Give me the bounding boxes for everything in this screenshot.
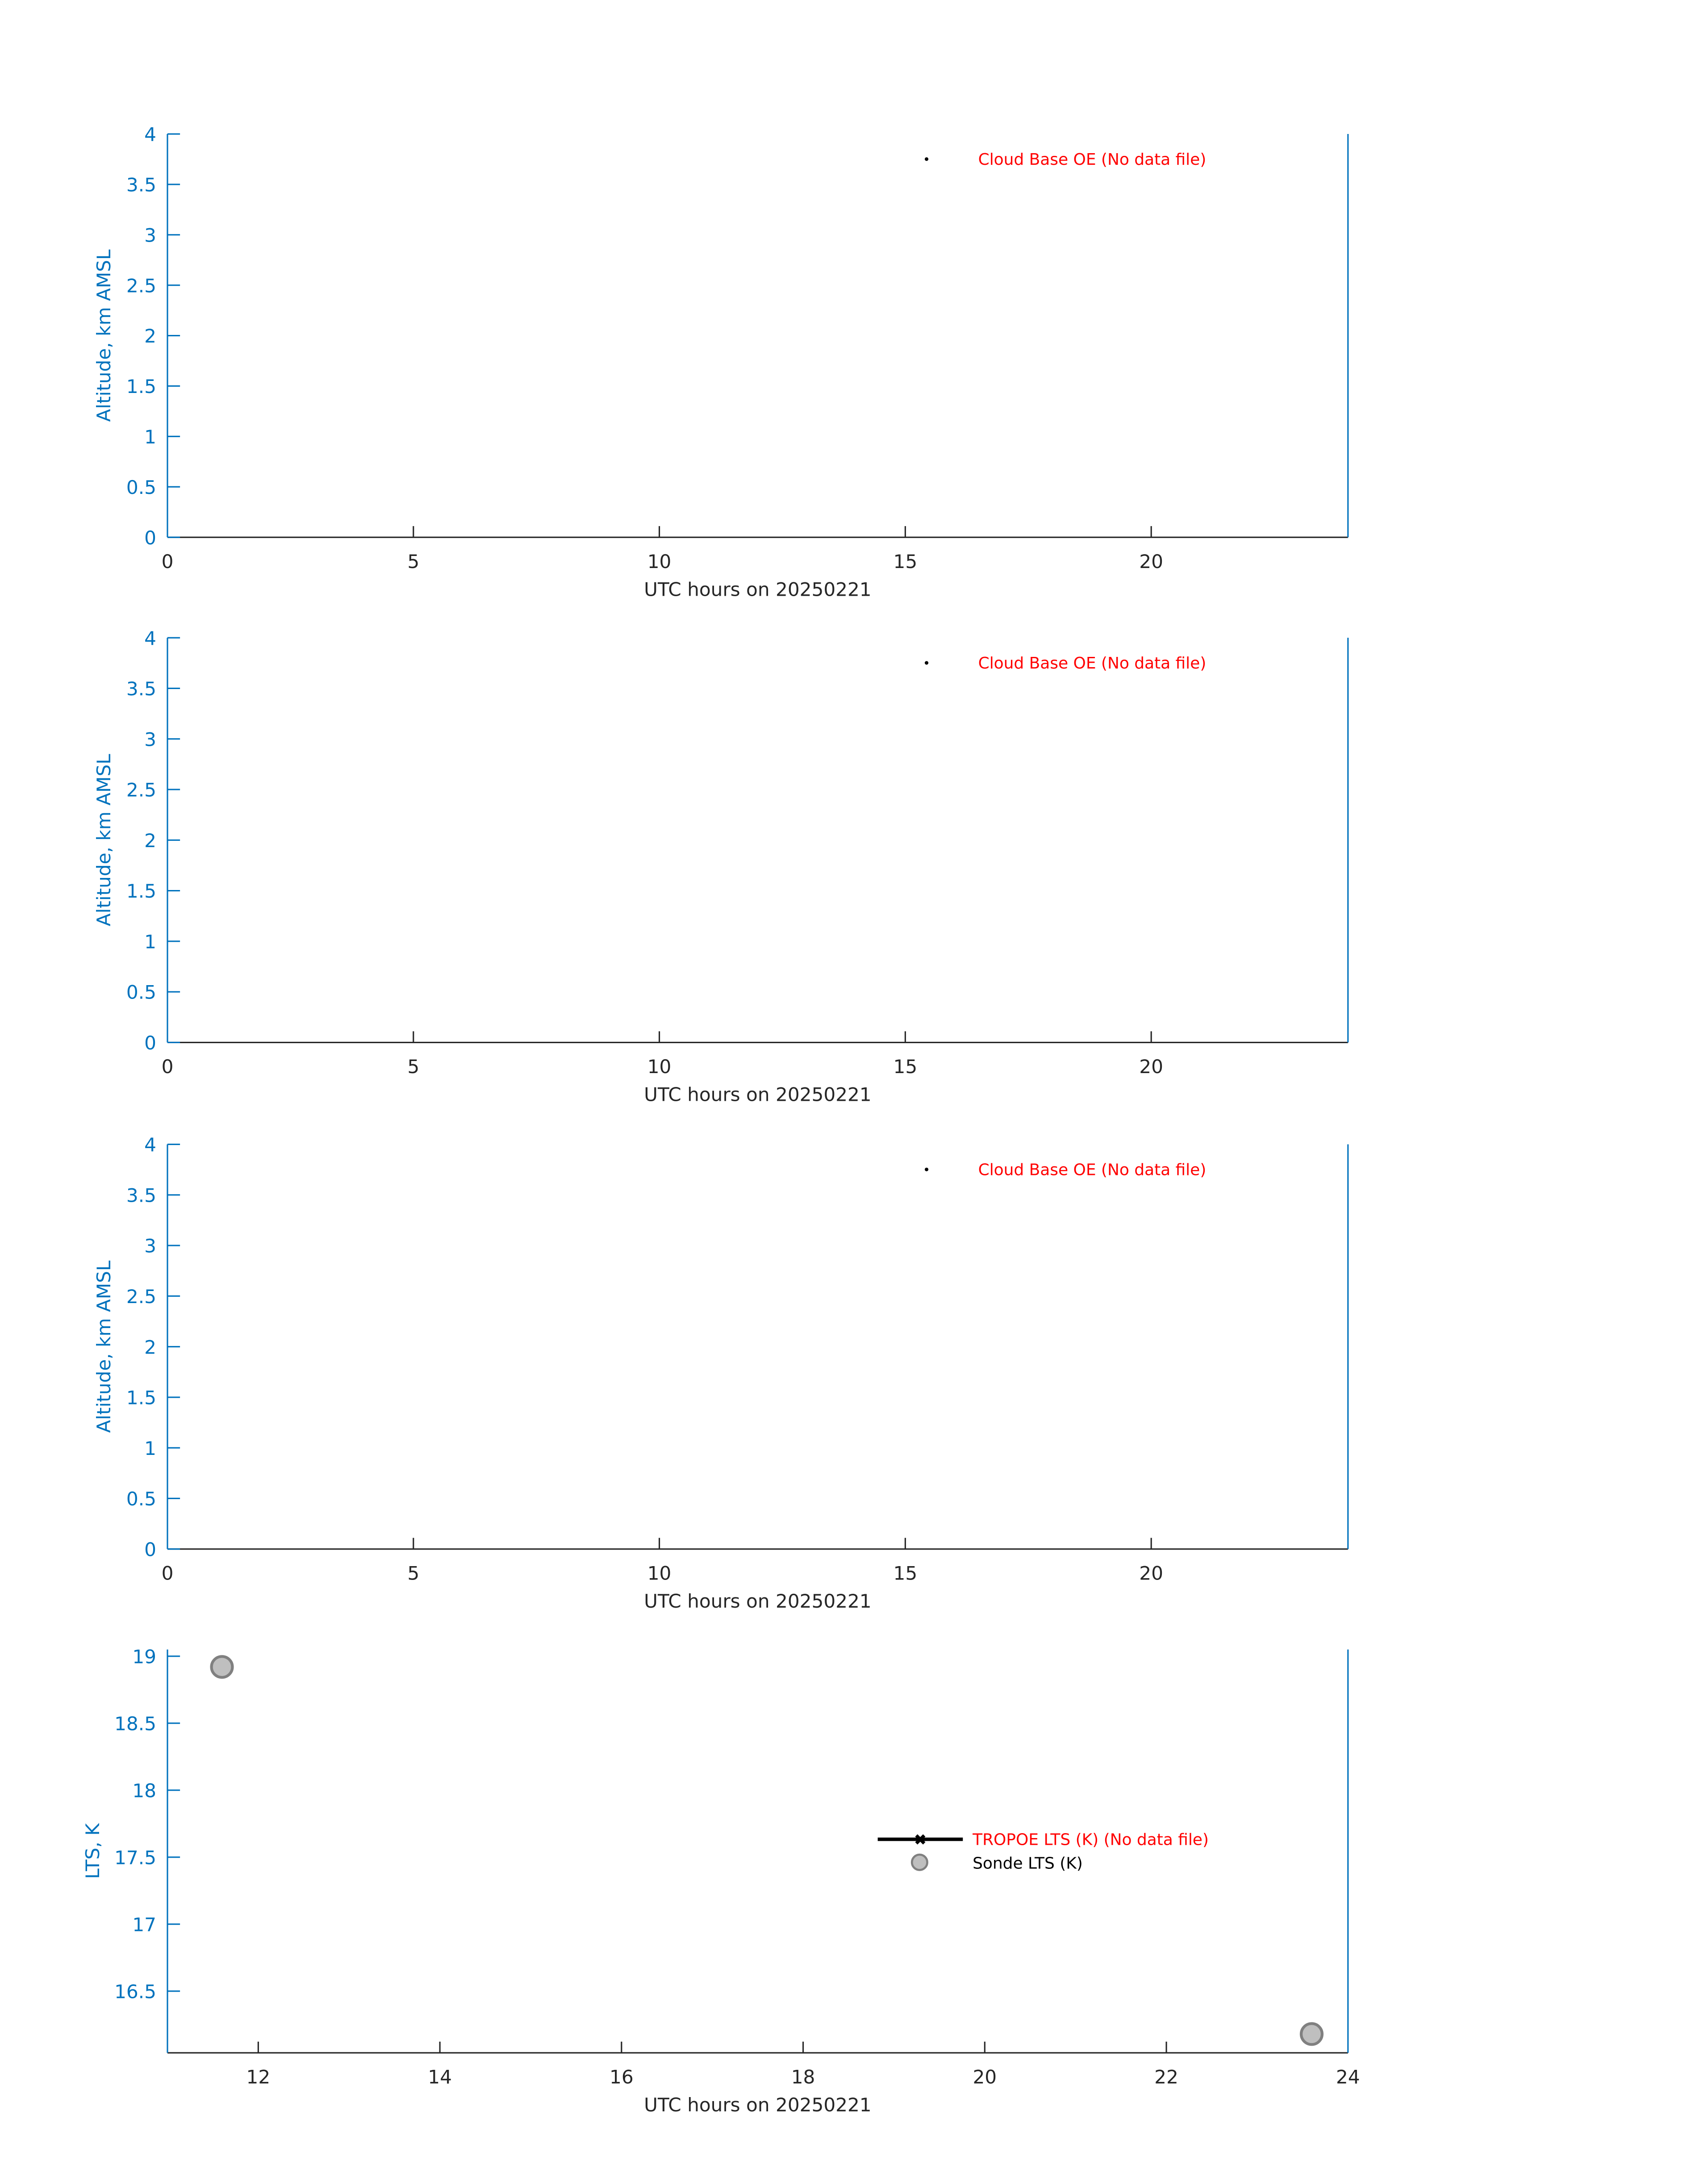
y-tick-label: 18.5 bbox=[114, 1713, 156, 1734]
x-tick-label: 20 bbox=[973, 2066, 997, 2088]
y-tick-label: 4 bbox=[144, 124, 156, 146]
x-tick-label: 18 bbox=[791, 2066, 815, 2088]
y-tick-label: 2 bbox=[144, 830, 156, 852]
y-tick-label: 1 bbox=[144, 931, 156, 953]
legend-label: Cloud Base OE (No data file) bbox=[978, 1161, 1207, 1179]
y-tick-label: 1.5 bbox=[126, 1387, 156, 1409]
y-tick-label: 2 bbox=[144, 325, 156, 347]
y-tick-label: 0 bbox=[144, 527, 156, 549]
legend-x-marker: ✖ bbox=[914, 1831, 927, 1849]
legend-label: Cloud Base OE (No data file) bbox=[978, 150, 1207, 169]
x-tick-label: 20 bbox=[1139, 1056, 1163, 1078]
legend-label: TROPOE LTS (K) (No data file) bbox=[972, 1830, 1209, 1849]
chart-panel-4: 12 14 16 18 20 22 24 16.5 17 17.5 18 18.5 19 UTC hour… bbox=[82, 1646, 1360, 2116]
x-tick-label: 0 bbox=[162, 1056, 174, 1078]
y-tick-label: 3.5 bbox=[126, 174, 156, 196]
sonde-lts-point bbox=[210, 1655, 234, 1679]
y-tick-label: 4 bbox=[144, 627, 156, 649]
sonde-lts-point bbox=[1299, 2022, 1324, 2046]
x-axis-label: UTC hours on 20250221 bbox=[644, 578, 872, 600]
legend-dot-marker bbox=[924, 157, 929, 161]
y-tick-label: 19 bbox=[132, 1646, 156, 1667]
y-tick-label: 0 bbox=[144, 1538, 156, 1560]
x-tick-label: 5 bbox=[407, 1056, 419, 1078]
chart-panel-2: 0 5 10 15 20 0 0.5 1 1.5 2 2.5 3 3.5 4 UTC hours on 20… bbox=[93, 627, 1349, 1106]
x-axis-label: UTC hours on 20250221 bbox=[644, 1590, 872, 1612]
x-tick-label: 15 bbox=[894, 1056, 918, 1078]
y-axis-label: Altitude, km AMSL bbox=[93, 1260, 115, 1433]
legend-circle-marker bbox=[910, 1853, 928, 1871]
legend-dot-marker bbox=[924, 1167, 929, 1171]
y-axis-label: Altitude, km AMSL bbox=[93, 249, 115, 422]
legend-label: Cloud Base OE (No data file) bbox=[978, 654, 1207, 673]
y-tick-label: 17.5 bbox=[114, 1847, 156, 1868]
x-tick-label: 16 bbox=[610, 2066, 634, 2088]
y-tick-label: 0 bbox=[144, 1032, 156, 1054]
y-tick-label: 1 bbox=[144, 426, 156, 448]
y-tick-label: 2.5 bbox=[126, 1286, 156, 1308]
x-tick-label: 10 bbox=[647, 551, 672, 572]
x-tick-label: 15 bbox=[894, 1563, 918, 1584]
x-tick-label: 14 bbox=[428, 2066, 452, 2088]
y-tick-label: 4 bbox=[144, 1134, 156, 1156]
x-tick-label: 24 bbox=[1336, 2066, 1360, 2088]
y-tick-label: 0.5 bbox=[126, 982, 156, 1003]
y-tick-label: 2 bbox=[144, 1336, 156, 1358]
y-tick-label: 2.5 bbox=[126, 275, 156, 297]
x-tick-label: 12 bbox=[246, 2066, 271, 2088]
x-tick-label: 5 bbox=[407, 551, 419, 572]
legend-label: Sonde LTS (K) bbox=[973, 1854, 1083, 1872]
legend-dot-marker bbox=[924, 661, 929, 665]
y-tick-label: 2.5 bbox=[126, 779, 156, 801]
x-tick-label: 0 bbox=[162, 551, 174, 572]
y-tick-label: 1.5 bbox=[126, 376, 156, 397]
y-tick-label: 18 bbox=[132, 1780, 156, 1801]
chart-panel-1: 0 5 10 15 20 0 0.5 1 1.5 2 2.5 3 3.5 4 UTC hours on 20… bbox=[93, 124, 1349, 600]
x-tick-label: 15 bbox=[894, 551, 918, 572]
x-axis-label: UTC hours on 20250221 bbox=[644, 2094, 872, 2116]
x-tick-label: 5 bbox=[407, 1563, 419, 1584]
x-tick-label: 0 bbox=[162, 1563, 174, 1584]
y-tick-label: 3.5 bbox=[126, 1184, 156, 1206]
y-tick-label: 3 bbox=[144, 1235, 156, 1257]
x-tick-label: 10 bbox=[647, 1056, 672, 1078]
y-tick-label: 3 bbox=[144, 728, 156, 750]
y-tick-label: 16.5 bbox=[114, 1981, 156, 2002]
chart-panel-3: 0 5 10 15 20 0 0.5 1 1.5 2 2.5 3 3.5 4 UTC hours on 20… bbox=[93, 1134, 1349, 1612]
y-tick-label: 0.5 bbox=[126, 1488, 156, 1510]
x-tick-label: 20 bbox=[1139, 551, 1163, 572]
y-tick-label: 17 bbox=[132, 1914, 156, 1935]
x-tick-label: 20 bbox=[1139, 1563, 1163, 1584]
x-tick-label: 10 bbox=[647, 1563, 672, 1584]
x-tick-label: 22 bbox=[1154, 2066, 1178, 2088]
y-tick-label: 0.5 bbox=[126, 476, 156, 498]
y-axis-label: Altitude, km AMSL bbox=[93, 754, 115, 927]
y-tick-label: 1.5 bbox=[126, 880, 156, 902]
y-axis-label: LTS, K bbox=[82, 1823, 104, 1879]
x-axis-label: UTC hours on 20250221 bbox=[644, 1084, 872, 1106]
y-tick-label: 1 bbox=[144, 1437, 156, 1459]
y-tick-label: 3.5 bbox=[126, 678, 156, 700]
y-tick-label: 3 bbox=[144, 224, 156, 246]
